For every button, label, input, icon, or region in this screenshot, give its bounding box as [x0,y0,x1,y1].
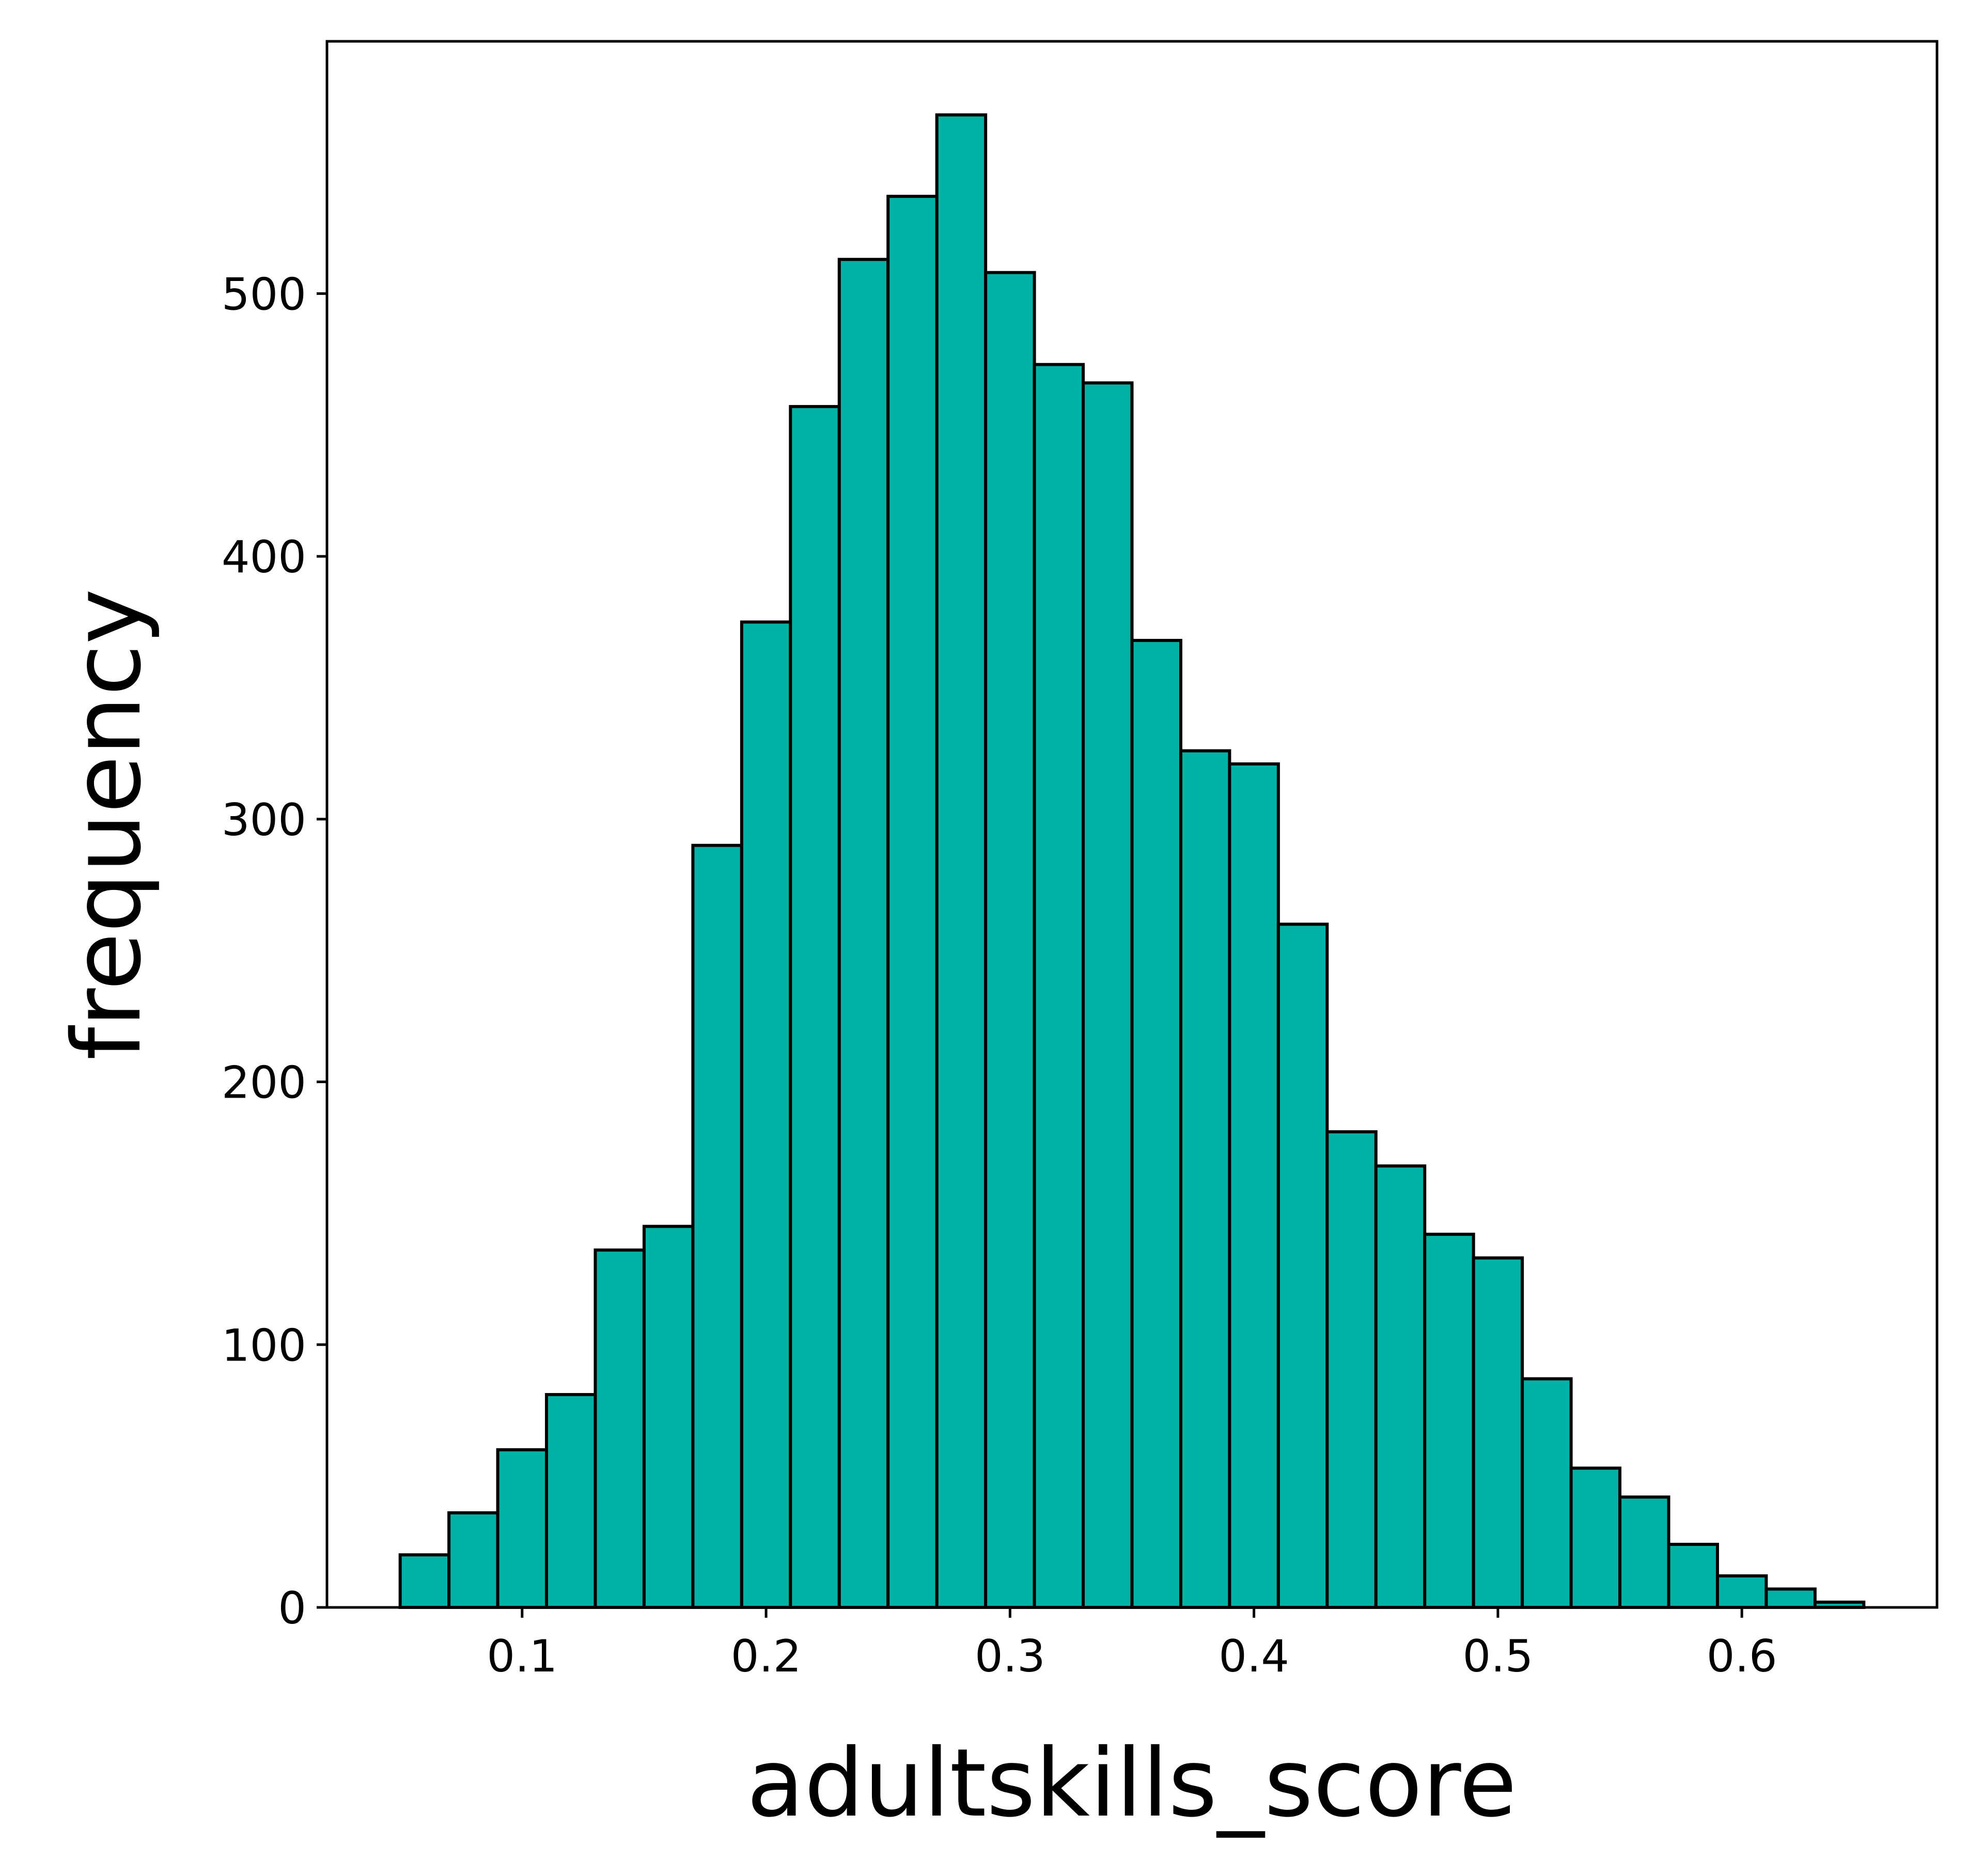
histogram-bar [789,405,841,1609]
x-tick-label: 0.5 [1463,1631,1534,1682]
plot-frame [325,40,1939,1609]
y-tick-label: 200 [222,1057,306,1109]
histogram-bar [1033,363,1085,1609]
histogram-bar [1325,1130,1378,1609]
histogram-bar [447,1511,499,1609]
histogram-bar [1276,923,1329,1609]
histogram-bar [1082,381,1134,1609]
histogram-bar [1423,1232,1475,1609]
x-tick-label: 0.4 [1219,1631,1289,1682]
histogram-bar [1179,749,1231,1609]
histogram-bar [642,1225,695,1609]
histogram-bar [837,258,890,1609]
histogram-bar [1715,1574,1768,1609]
y-tick-label: 0 [278,1583,306,1634]
histogram-bar [984,271,1036,1609]
histogram-bar [1130,638,1182,1609]
histogram-bar [935,113,988,1609]
x-tick-label: 0.2 [731,1631,802,1682]
histogram-bar [740,620,792,1609]
x-tick-label: 0.1 [487,1631,557,1682]
histogram-bar [1618,1495,1670,1609]
histogram-bar [691,843,743,1609]
y-tick-label: 400 [222,531,306,583]
histogram-bar [1374,1164,1427,1609]
histogram-bars [398,113,1866,1609]
x-tick-label: 0.6 [1707,1631,1777,1682]
histogram-bar [593,1248,646,1609]
y-tick-label: 500 [222,269,306,320]
histogram-bar [398,1553,451,1609]
histogram-bar [1764,1587,1817,1609]
x-tick-label: 0.3 [975,1631,1045,1682]
y-tick-label: 100 [222,1320,306,1371]
x-axis-label: adultskills_score [746,1728,1517,1838]
histogram-bar [1228,762,1280,1609]
histogram-bar [886,195,939,1609]
histogram-bar [1569,1466,1622,1609]
y-axis-label: frequency [52,589,162,1060]
histogram-bar [545,1393,597,1609]
histogram-bar [1472,1256,1524,1609]
histogram-bar [496,1448,549,1609]
y-axis-ticks: 0 100 200 300 400 500 [222,269,327,1634]
x-axis-ticks: 0.1 0.2 0.3 0.4 0.5 0.6 [487,1607,1777,1682]
histogram-bar [1667,1542,1719,1609]
histogram-bar [1521,1377,1573,1609]
y-tick-label: 300 [222,794,306,846]
